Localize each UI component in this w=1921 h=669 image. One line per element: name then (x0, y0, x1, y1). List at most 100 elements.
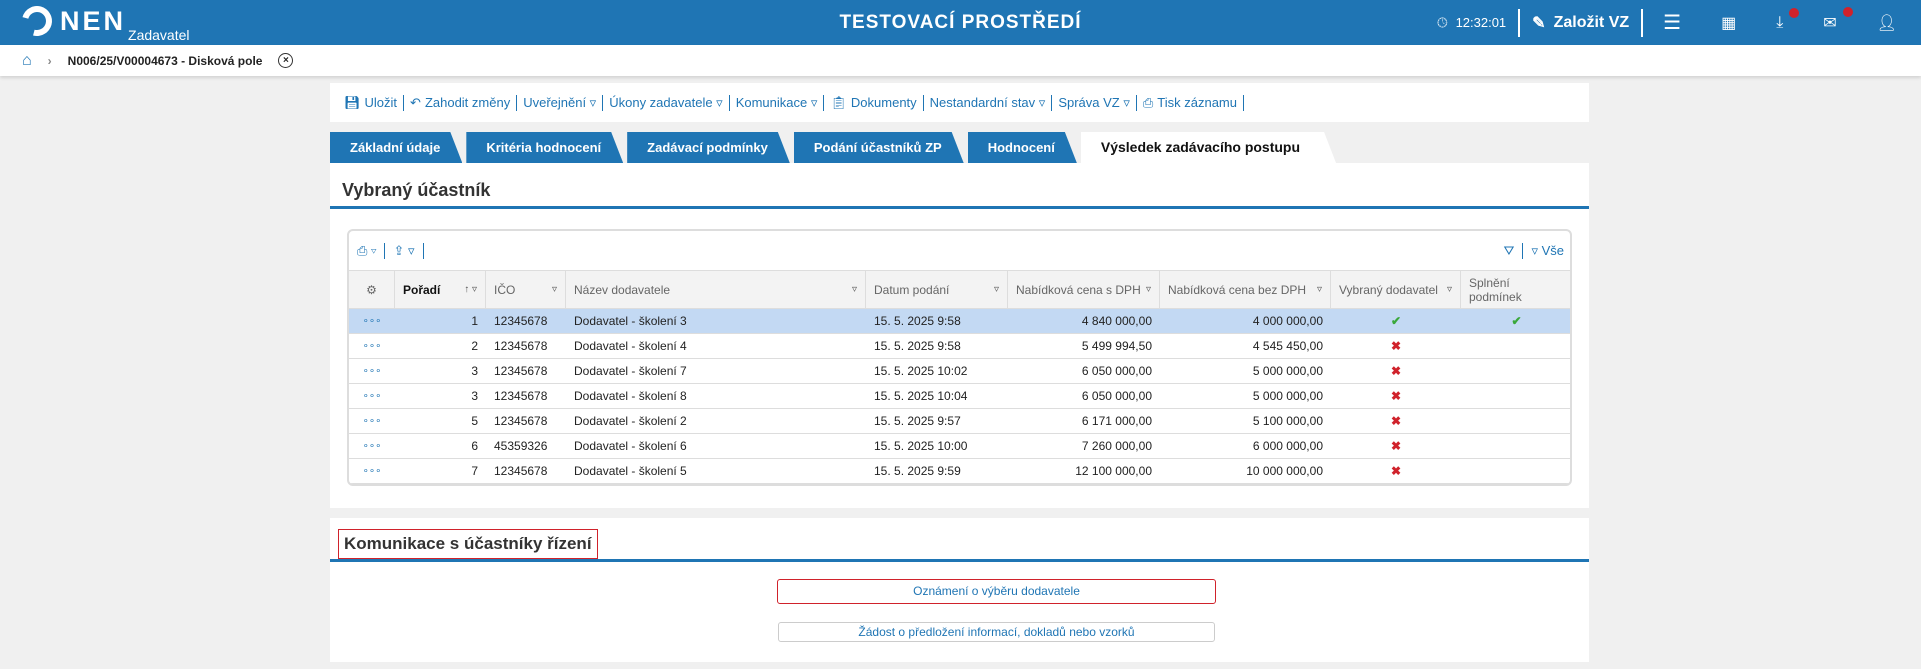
cell-conditions (1461, 409, 1570, 434)
cell-date: 15. 5. 2025 9:58 (866, 334, 1008, 359)
column-header-selected[interactable]: Vybraný dodavatel ▿ (1331, 270, 1461, 309)
column-header-price-novat[interactable]: Nabídková cena bez DPH ▿ (1160, 270, 1331, 309)
column-label: Nabídková cena s DPH (1016, 282, 1141, 297)
close-icon[interactable]: × (278, 53, 294, 68)
column-header-date[interactable]: Datum podání ▿ (866, 270, 1008, 309)
row-menu-icon[interactable]: ∘∘∘ (349, 409, 395, 434)
print-icon[interactable]: ⎙ ▿ (357, 242, 377, 258)
cell-ico: 12345678 (486, 409, 566, 434)
cell-ico: 45359326 (486, 434, 566, 459)
cell-conditions (1461, 359, 1570, 384)
print-icon: ⎙ (1142, 94, 1154, 110)
request-information-button[interactable]: Žádost o předložení informací, dokladů n… (778, 622, 1215, 642)
logo-text: NEN (60, 6, 127, 36)
cell-price-novat: 10 000 000,00 (1160, 459, 1331, 484)
publish-menu[interactable]: Uveřejnění ▿ (517, 94, 604, 111)
cell-price-vat: 12 100 000,00 (1008, 459, 1160, 484)
column-label: Vybraný dodavatel (1339, 282, 1438, 297)
menu-icon[interactable]: ☰ (1663, 12, 1682, 34)
column-label: IČO (494, 282, 516, 297)
divider (384, 242, 386, 259)
nonstandard-state-menu[interactable]: Nestandardní stav ▿ (924, 94, 1053, 111)
clipboard-icon: 📋︎ (830, 94, 847, 110)
column-header-conditions[interactable]: Splnění podmínek (1461, 270, 1570, 309)
print-label: Tisk záznamu (1157, 94, 1237, 110)
environment-title: TESTOVACÍ PROSTŘEDÍ (839, 12, 1082, 33)
download-icon[interactable]: ⤓ (1756, 7, 1803, 32)
breadcrumb-item[interactable]: N006/25/V00004673 - Disková pole (67, 53, 263, 68)
clock-time: 12:32:01 (1455, 15, 1507, 30)
column-header-name[interactable]: Název dodavatele ▿ (566, 270, 866, 309)
communication-section: Komunikace s účastníky řízení Oznámení o… (330, 518, 1589, 662)
tab-criteria[interactable]: Kritéria hodnocení (466, 132, 623, 163)
clock-icon: 🕓︎ (1437, 14, 1448, 30)
divider (1522, 242, 1524, 259)
cell-order: 5 (395, 409, 486, 434)
documents-button[interactable]: 📋︎ Dokumenty (824, 94, 924, 111)
create-vz-button[interactable]: ✎ Založit VZ (1520, 13, 1641, 33)
tab-basic[interactable]: Základní údaje (330, 132, 462, 163)
mail-icon[interactable]: ✉ (1803, 6, 1856, 33)
cell-selected: ✖ (1331, 384, 1461, 409)
tab-conditions[interactable]: Zadávací podmínky (627, 132, 790, 163)
column-header-ico[interactable]: IČO ▿ (486, 270, 566, 309)
divider (330, 206, 1589, 209)
cell-date: 15. 5. 2025 9:58 (866, 309, 1008, 334)
actions-menu[interactable]: Úkony zadavatele ▿ (603, 94, 730, 111)
cell-name: Dodavatel - školení 4 (566, 334, 866, 359)
filter-all-dropdown[interactable]: ▿ Vše (1531, 242, 1564, 258)
column-settings-icon[interactable]: ⚙ (349, 270, 395, 309)
row-menu-icon[interactable]: ∘∘∘ (349, 384, 395, 409)
home-icon[interactable]: ⌂ (22, 51, 32, 69)
cell-order: 2 (395, 334, 486, 359)
row-menu-icon[interactable]: ∘∘∘ (349, 434, 395, 459)
cell-price-vat: 6 050 000,00 (1008, 384, 1160, 409)
cell-name: Dodavatel - školení 6 (566, 434, 866, 459)
table-grid: ⚙ Pořadí ↑ ▿ IČO ▿ Název dodavatele ▿ Datum… (349, 270, 1570, 484)
discard-label: Zahodit změny (424, 94, 511, 110)
selected-participant-section: Vybraný účastník ⎙ ▿ ⇪ ▿ ⛛ ▿ Vše ⚙ Pořad… (330, 163, 1589, 508)
notification-dot (1789, 7, 1800, 18)
row-menu-icon[interactable]: ∘∘∘ (349, 359, 395, 384)
divider (330, 559, 1589, 562)
clock: 🕓︎ 12:32:01 (1425, 15, 1518, 31)
notice-of-selection-button[interactable]: Oznámení o výběru dodavatele (777, 579, 1216, 604)
save-button[interactable]: 💾︎ Uložit (338, 94, 405, 111)
breadcrumb: ⌂ › N006/25/V00004673 - Disková pole × (0, 45, 1921, 76)
cell-selected: ✖ (1331, 359, 1461, 384)
cell-ico: 12345678 (486, 309, 566, 334)
vz-management-menu[interactable]: Správa VZ ▿ (1052, 94, 1137, 111)
filter-icon[interactable]: ⛛ (1503, 242, 1515, 258)
cell-price-novat: 4 545 450,00 (1160, 334, 1331, 359)
row-menu-icon[interactable]: ∘∘∘ (349, 334, 395, 359)
tab-evaluation[interactable]: Hodnocení (968, 132, 1077, 163)
cell-selected: ✖ (1331, 434, 1461, 459)
print-record-button[interactable]: ⎙ Tisk záznamu (1137, 94, 1244, 111)
section-title: Komunikace s účastníky řízení (338, 529, 598, 559)
cell-selected: ✖ (1331, 409, 1461, 434)
participants-table: ⎙ ▿ ⇪ ▿ ⛛ ▿ Vše ⚙ Pořadí ↑ ▿ IČO ▿ Název d… (347, 229, 1572, 486)
cell-name: Dodavatel - školení 8 (566, 384, 866, 409)
cell-ico: 12345678 (486, 384, 566, 409)
logo-subtitle: Zadavatel (128, 27, 190, 43)
filter-all-label: Vše (1541, 242, 1564, 258)
row-menu-icon[interactable]: ∘∘∘ (349, 459, 395, 484)
tab-bar: Základní údaje Kritéria hodnocení Zadáva… (330, 132, 1340, 163)
user-icon[interactable]: 👤︎ (1876, 14, 1897, 32)
discard-button[interactable]: ↶ Zahodit změny (404, 94, 518, 111)
column-header-price-vat[interactable]: Nabídková cena s DPH ▿ (1008, 270, 1160, 309)
table-toolbar: ⎙ ▿ ⇪ ▿ ⛛ ▿ Vše (349, 231, 1570, 270)
tab-submissions[interactable]: Podání účastníků ZP (794, 132, 964, 163)
column-header-order[interactable]: Pořadí ↑ ▿ (395, 270, 486, 309)
communication-menu[interactable]: Komunikace ▿ (730, 94, 825, 111)
action-toolbar: 💾︎ Uložit ↶ Zahodit změny Uveřejnění ▿ Úko… (330, 83, 1589, 122)
export-icon[interactable]: ⇪ ▿ (393, 242, 415, 258)
row-menu-icon[interactable]: ∘∘∘ (349, 309, 395, 334)
cell-date: 15. 5. 2025 10:00 (866, 434, 1008, 459)
cell-name: Dodavatel - školení 2 (566, 409, 866, 434)
tab-result[interactable]: Výsledek zadávacího postupu (1081, 132, 1336, 163)
calendar-icon[interactable]: ▦ (1721, 14, 1737, 32)
cell-conditions (1461, 459, 1570, 484)
sort-asc-icon: ↑ ▿ (464, 283, 477, 295)
nen-logo[interactable]: NEN Zadavatel (16, 0, 190, 43)
